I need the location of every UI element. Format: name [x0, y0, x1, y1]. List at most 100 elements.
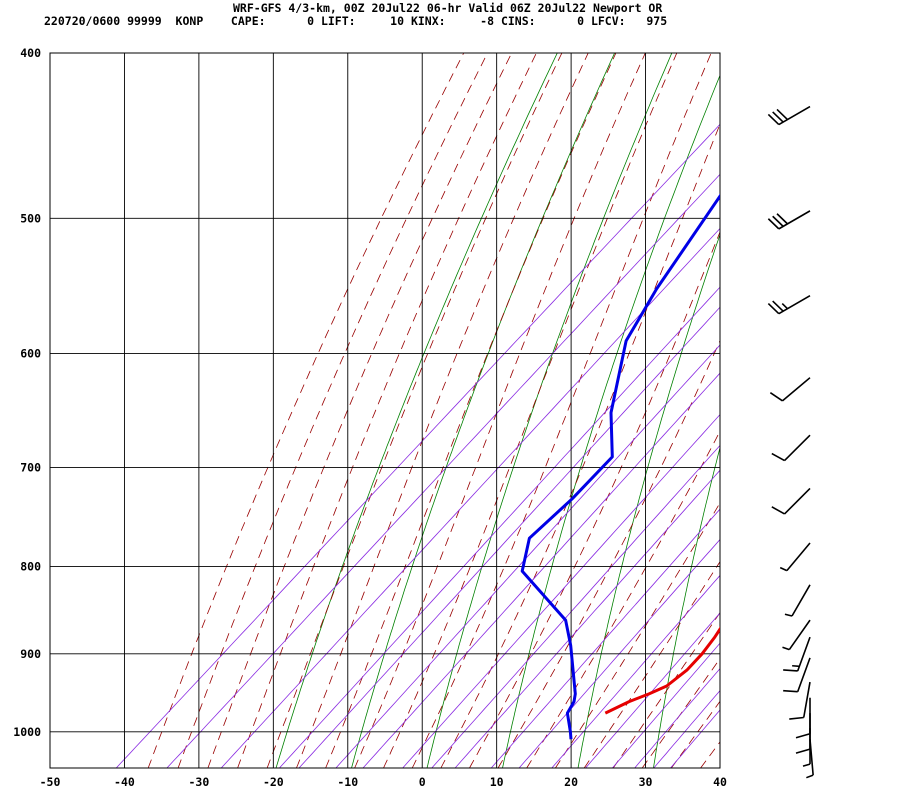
wind-barb-staff — [778, 105, 811, 126]
y-tick-label: 600 — [20, 346, 41, 360]
wind-barb — [771, 487, 811, 515]
wind-barb-staff — [781, 377, 811, 402]
wind-barb-flag — [783, 669, 798, 672]
mixing-ratio-line — [490, 508, 720, 768]
moist-adiabat-line — [670, 700, 720, 768]
wind-barb-flag — [795, 748, 811, 754]
x-tick-label: 20 — [564, 775, 578, 789]
mixing-ratio-line — [279, 286, 720, 768]
dry-adiabat-line — [805, 34, 900, 768]
moist-adiabat-line — [583, 560, 720, 768]
wind-barb-staff — [786, 542, 811, 572]
wind-barb-flag — [771, 452, 785, 462]
wind-barb-staff — [783, 434, 811, 462]
moist-adiabat-line — [266, 53, 563, 768]
dry-adiabat-line — [577, 233, 720, 768]
moist-adiabat-line — [497, 339, 720, 768]
wind-barb-half-flag — [784, 613, 793, 617]
x-tick-label: -50 — [40, 775, 61, 789]
wind-barb-half-flag — [782, 646, 790, 651]
plot-frame — [49, 52, 721, 769]
dry-adiabat-line — [275, 53, 558, 768]
wind-barb-flag — [783, 689, 798, 693]
moist-adiabat-line — [207, 53, 513, 768]
moist-adiabat-line — [383, 53, 678, 768]
wind-barb-flag — [776, 108, 789, 121]
wind-barb — [783, 657, 811, 693]
wind-barb-half-flag — [792, 664, 800, 668]
x-tick-label: 10 — [490, 775, 504, 789]
temperature-profile-line — [604, 626, 720, 715]
wind-barb-staff — [802, 681, 811, 718]
moist-adiabat-line — [612, 611, 720, 768]
x-tick-label: 30 — [639, 775, 653, 789]
x-tick-label: 40 — [713, 775, 727, 789]
wind-barb-flag — [776, 213, 789, 225]
mixing-ratio-line — [653, 689, 720, 768]
mixing-ratio-line — [518, 538, 720, 768]
wind-barb-flag — [767, 113, 780, 126]
y-tick-label: 500 — [20, 211, 41, 225]
moist-adiabat-line — [147, 53, 465, 768]
wind-barb — [806, 739, 814, 779]
y-tick-label: 400 — [20, 46, 41, 60]
wind-barb — [789, 681, 811, 720]
wind-barb-flag — [772, 300, 784, 312]
y-tick-label: 800 — [20, 560, 41, 574]
moist-adiabat-line — [700, 741, 720, 768]
mixing-ratio-line — [634, 667, 720, 768]
moist-adiabat-line — [555, 501, 720, 768]
mixing-ratio-line — [670, 709, 720, 768]
dry-adiabat-line — [729, 34, 900, 768]
wind-barb-flag — [772, 111, 784, 123]
wind-barb-staff — [783, 487, 811, 515]
dry-adiabat-line — [426, 53, 673, 768]
mixing-ratio-line — [585, 612, 720, 768]
mixing-ratio-line — [402, 413, 720, 768]
dry-adiabat-line — [880, 34, 900, 768]
wind-barb — [782, 619, 811, 651]
dry-adiabat-line — [653, 446, 720, 768]
wind-barb — [784, 584, 811, 617]
mixing-ratio-line — [220, 227, 720, 768]
mixing-ratio-line — [115, 123, 720, 768]
moist-adiabat-line — [237, 53, 537, 768]
wind-barb-half-flag — [802, 763, 811, 767]
wind-barb-flag — [767, 302, 780, 315]
wind-barb-flag — [769, 392, 783, 402]
mixing-ratio-line — [454, 469, 720, 768]
wind-barb-staff — [791, 584, 811, 617]
wind-barb-half-flag — [781, 303, 789, 310]
wind-barb — [795, 713, 811, 754]
moist-adiabat-line — [177, 53, 488, 768]
moist-adiabat-line — [440, 123, 720, 768]
wind-barb-flag — [795, 732, 811, 739]
x-tick-label: 0 — [419, 775, 426, 789]
mixing-ratio-line — [431, 444, 720, 768]
mixing-ratio-line — [298, 306, 720, 768]
wind-barb-flag — [772, 215, 784, 227]
wind-barb — [783, 636, 811, 672]
x-tick-label: -20 — [263, 775, 284, 789]
x-tick-label: -10 — [337, 775, 358, 789]
moist-adiabat-line — [526, 430, 720, 768]
dewpoint-profile-line — [520, 193, 720, 740]
y-tick-label: 700 — [20, 461, 41, 475]
mixing-ratio-line — [551, 574, 720, 768]
mixing-ratio-line — [166, 173, 720, 768]
x-tick-label: -40 — [114, 775, 135, 789]
wind-barb-flag — [771, 506, 785, 515]
moist-adiabat-line — [296, 53, 589, 768]
mixing-ratio-line — [612, 642, 720, 768]
wind-barb — [771, 434, 811, 462]
wind-barb-flag — [789, 716, 804, 720]
wind-barb-staff — [778, 294, 811, 315]
wind-barb-staff — [788, 619, 811, 651]
wind-barb — [769, 377, 811, 402]
wind-barb — [767, 294, 811, 315]
mixing-ratio-line — [335, 344, 720, 768]
moist-adiabat-line — [411, 53, 712, 768]
wind-barb-staff — [796, 636, 811, 672]
y-tick-label: 900 — [20, 647, 41, 661]
